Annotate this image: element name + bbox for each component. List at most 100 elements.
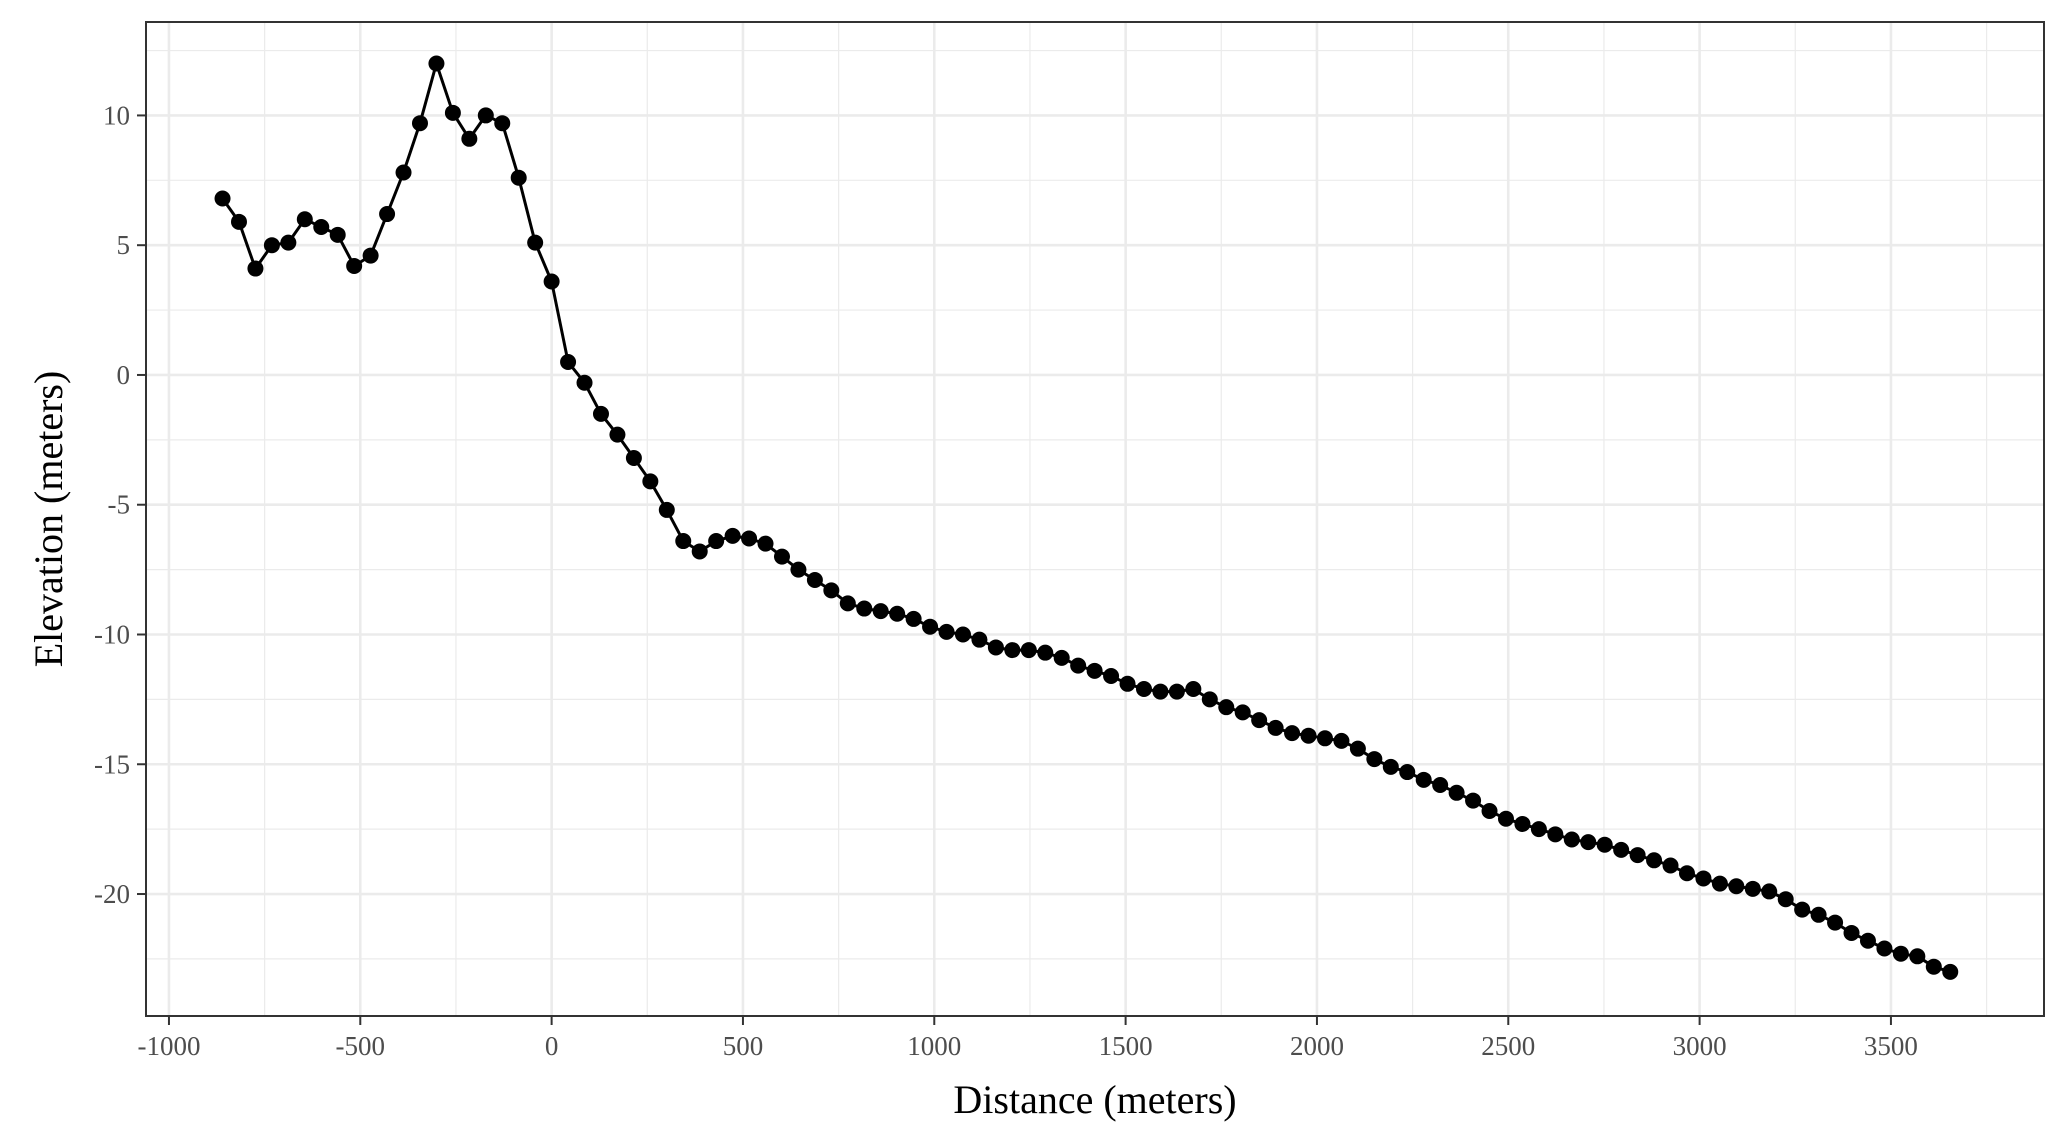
- series-layer: [214, 55, 1959, 980]
- data-point: [1119, 675, 1136, 692]
- data-point: [1053, 649, 1070, 666]
- data-point: [494, 115, 511, 132]
- data-point: [1646, 852, 1663, 869]
- data-point: [642, 473, 659, 490]
- data-point: [510, 169, 527, 186]
- x-tick-label: -1000: [137, 1031, 200, 1061]
- data-point: [1580, 834, 1597, 851]
- data-point: [1135, 680, 1152, 697]
- data-point: [1251, 712, 1268, 729]
- x-tick-label: 2000: [1290, 1031, 1344, 1061]
- data-point: [576, 374, 593, 391]
- x-tick-label: 500: [723, 1031, 764, 1061]
- data-point: [987, 639, 1004, 656]
- data-point: [675, 533, 692, 550]
- data-point: [592, 405, 609, 422]
- data-point: [1843, 924, 1860, 941]
- data-point: [1744, 880, 1761, 897]
- data-point: [1497, 810, 1514, 827]
- data-point: [757, 535, 774, 552]
- data-point: [1613, 841, 1630, 858]
- data-point: [1514, 815, 1531, 832]
- data-point: [1678, 865, 1695, 882]
- data-point: [1004, 642, 1021, 659]
- data-point: [1563, 831, 1580, 848]
- data-point: [1481, 802, 1498, 819]
- data-point: [1234, 704, 1251, 721]
- data-point: [1728, 878, 1745, 895]
- x-tick-label: 3500: [1864, 1031, 1918, 1061]
- data-point: [1794, 901, 1811, 918]
- data-point: [889, 605, 906, 622]
- data-point: [461, 130, 478, 147]
- data-point: [247, 260, 264, 277]
- y-axis: -20 -15 -10 -5 0 5 10: [94, 100, 146, 909]
- data-point: [1168, 683, 1185, 700]
- data-point: [625, 450, 642, 467]
- data-point: [1037, 644, 1054, 661]
- data-point: [741, 530, 758, 547]
- data-point: [560, 353, 577, 370]
- data-point: [1103, 668, 1120, 685]
- y-tick-label: 5: [117, 230, 131, 260]
- major-gridlines: [146, 22, 2044, 1016]
- x-tick-label: 0: [545, 1031, 559, 1061]
- data-point: [1201, 691, 1218, 708]
- data-point: [872, 603, 889, 620]
- data-point: [708, 533, 725, 550]
- data-point: [1399, 764, 1416, 781]
- x-tick-label: 1500: [1099, 1031, 1153, 1061]
- data-point: [658, 501, 675, 518]
- data-point: [1662, 857, 1679, 874]
- y-tick-label: -15: [94, 749, 130, 779]
- data-point: [428, 55, 445, 72]
- data-point: [1547, 826, 1564, 843]
- x-tick-label: -500: [336, 1031, 386, 1061]
- data-point: [444, 104, 461, 121]
- y-tick-label: 0: [117, 360, 131, 390]
- x-tick-label: 1000: [907, 1031, 961, 1061]
- data-point: [1909, 948, 1926, 965]
- data-point: [280, 234, 297, 251]
- data-point: [313, 219, 330, 236]
- data-point: [1316, 730, 1333, 747]
- data-point: [411, 115, 428, 132]
- data-point: [1086, 662, 1103, 679]
- data-point: [1382, 758, 1399, 775]
- data-point: [1465, 792, 1482, 809]
- y-tick-label: 10: [103, 100, 130, 130]
- data-point: [477, 107, 494, 124]
- data-point: [1349, 740, 1366, 757]
- data-point: [1152, 683, 1169, 700]
- data-point: [1284, 725, 1301, 742]
- data-point: [1810, 906, 1827, 923]
- y-tick-label: -5: [108, 490, 131, 520]
- data-point: [1415, 771, 1432, 788]
- data-point: [905, 610, 922, 627]
- data-point: [691, 543, 708, 560]
- data-point: [839, 595, 856, 612]
- data-point: [543, 273, 560, 290]
- data-point: [346, 257, 363, 274]
- data-point: [1267, 719, 1284, 736]
- data-point: [1942, 963, 1959, 980]
- x-tick-label: 2500: [1481, 1031, 1535, 1061]
- data-point: [1629, 847, 1646, 864]
- data-point: [724, 527, 741, 544]
- data-point: [1432, 777, 1449, 794]
- data-point: [1827, 914, 1844, 931]
- data-point: [230, 213, 247, 230]
- x-axis-title: Distance (meters): [953, 1077, 1236, 1122]
- data-point: [1070, 657, 1087, 674]
- data-point: [1218, 699, 1235, 716]
- data-point: [214, 190, 231, 207]
- data-point: [773, 548, 790, 565]
- data-point: [1333, 732, 1350, 749]
- data-point: [1711, 875, 1728, 892]
- y-tick-label: -20: [94, 879, 130, 909]
- data-point: [823, 582, 840, 599]
- data-point: [1530, 821, 1547, 838]
- data-point: [1777, 891, 1794, 908]
- data-point: [1892, 945, 1909, 962]
